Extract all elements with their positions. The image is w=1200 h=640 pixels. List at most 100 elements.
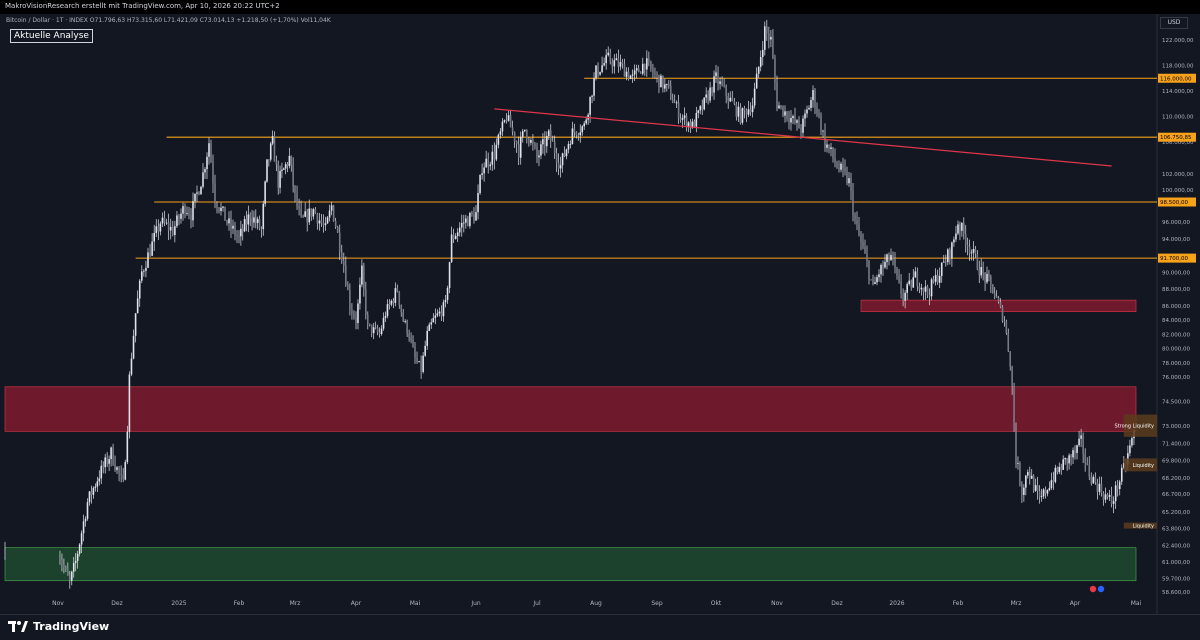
candle-body [204,169,206,173]
candle-body [438,311,441,314]
candle-body [617,58,620,67]
candle-body [526,129,528,139]
candle-body [141,271,143,281]
candle-body [669,85,672,100]
candle-body [577,135,580,136]
candle-body [870,279,872,281]
candle-body [456,232,459,236]
candle-body [74,560,77,563]
candle-body [279,170,281,188]
candle-body [1092,476,1095,484]
candle-body [471,212,473,215]
price-axis-label: 100.000,00 [1162,188,1194,194]
candle-body [784,111,786,116]
candle-body [228,218,230,224]
candle-body [818,113,820,116]
candle-body [384,315,387,318]
candle-body [790,118,792,123]
candle-body [806,109,808,114]
time-axis-label: Mai [410,600,421,607]
candle-body [737,106,740,117]
candle-body [808,107,810,110]
candle-body [731,97,734,102]
price-axis-label: 102.000,00 [1162,172,1194,178]
candle-body [794,116,796,123]
candle-body [186,213,188,214]
candle-body [138,280,141,299]
candle-body [273,136,276,162]
price-chart[interactable]: Strong Liquidity Liquidity Liquidity 122.00… [0,14,1200,614]
time-axis-label: Feb [953,600,964,607]
chart-area[interactable]: Strong Liquidity Liquidity Liquidity 122.00… [0,14,1200,614]
candle-body [561,153,564,166]
candle-body [1032,475,1035,491]
candle-body [922,287,925,292]
candle-body [517,144,520,158]
candle-body [1066,458,1068,464]
time-axis-label: Dez [831,600,842,607]
candle-body [589,96,591,115]
candle-body [1044,489,1047,494]
candle-body [428,324,431,331]
candle-body [269,143,272,160]
candle-body [412,339,414,347]
tradingview-logo-icon [8,620,28,632]
candle-body [499,131,502,135]
candle-body [1030,475,1033,479]
candle-body [69,575,71,581]
liquidity-label: Liquidity [1133,524,1154,530]
candle-body [810,100,812,108]
candle-body [1017,463,1019,464]
price-axis-label: 62.400,00 [1162,543,1190,549]
candle-body [304,211,306,217]
candle-body [928,294,931,297]
candle-body [400,305,403,313]
candle-body [878,274,880,278]
price-axis-label: 114.000,00 [1162,89,1194,95]
liquidity-box [1123,414,1157,437]
candle-body [355,317,357,324]
candle-body [251,218,253,223]
candle-body [442,302,445,317]
candle-body [347,285,349,290]
candle-body [448,262,451,288]
candle-body [892,255,894,259]
candle-body [483,167,485,174]
candle-body [701,106,704,110]
candle-body [532,139,534,144]
candle-body [314,209,317,214]
candle-body [575,132,578,136]
candle-body [715,72,717,77]
candle-body [908,280,910,285]
candle-body [363,265,365,290]
candle-body [1054,467,1057,482]
candle-body [367,314,369,324]
candle-body [241,228,244,232]
candle-body [84,518,87,522]
candle-body [707,94,709,101]
candle-body [880,265,882,275]
candle-body [830,147,832,149]
candle-body [934,275,937,282]
candle-body [116,467,118,470]
candle-body [155,226,158,233]
candle-body [1050,480,1053,488]
candle-body [963,223,965,234]
candle-body [621,62,624,64]
candle-body [1042,489,1045,497]
candle-body [848,178,850,184]
candle-body [88,491,91,503]
candle-body [318,220,321,224]
candle-body [94,486,97,488]
currency-badge[interactable]: USD [1160,17,1188,29]
candle-body [675,102,678,104]
candle-body [292,164,294,187]
candle-body [980,267,982,276]
candle-body [454,235,457,239]
candle-body [450,234,453,263]
candle-body [1131,438,1133,446]
candle-body [755,73,758,89]
candle-body [553,141,556,154]
tradingview-logo[interactable]: TradingView [8,620,109,633]
price-axis-label: 94.000,00 [1162,237,1190,243]
